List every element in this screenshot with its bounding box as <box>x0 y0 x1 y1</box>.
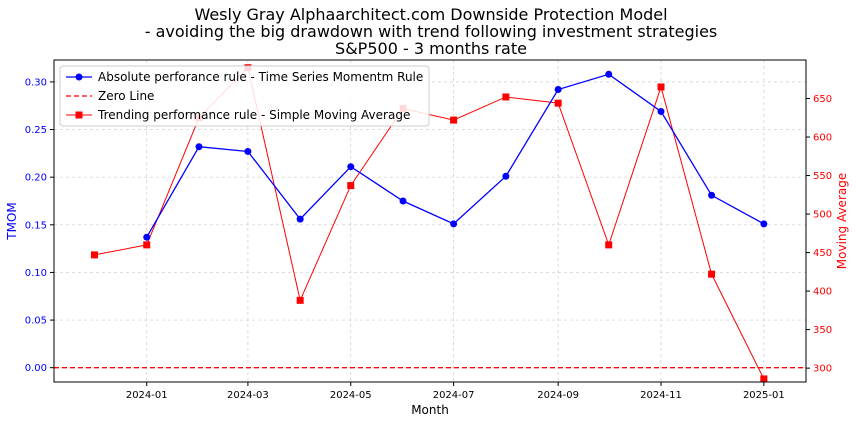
legend-label-sma: Trending performance rule - Simple Movin… <box>97 108 410 122</box>
tmom-point <box>450 220 458 228</box>
legend-label-tmom: Absolute perforance rule - Time Series M… <box>98 70 423 84</box>
sma-point <box>554 99 562 107</box>
y-right-tick-label: 400 <box>813 287 832 298</box>
plot-frame <box>53 59 807 383</box>
sma-point <box>296 296 304 304</box>
tmom-point <box>399 197 407 205</box>
y-right-tick-label: 600 <box>813 133 832 144</box>
title-line-1: Wesly Gray Alphaarchitect.com Downside P… <box>194 5 667 24</box>
y-axis-right-label: Moving Average <box>835 173 849 269</box>
x-axis-label: Month <box>411 403 449 417</box>
tmom-point <box>605 70 613 78</box>
x-tick-label: 2024-05 <box>330 390 372 401</box>
x-tick-label: 2024-01 <box>126 390 168 401</box>
x-tick-label: 2024-09 <box>537 390 579 401</box>
series-tmom <box>143 70 768 241</box>
y-axis-left-label: TMOM <box>5 202 19 240</box>
tmom-point <box>244 147 252 155</box>
tmom-point <box>296 215 304 223</box>
tmom-point <box>195 143 203 151</box>
x-axis: 2024-01 2024-03 2024-05 2024-07 2024-09 2024-… <box>126 382 785 401</box>
x-tick-label: 2024-11 <box>640 390 682 401</box>
y-right-tick-label: 450 <box>813 248 832 259</box>
x-tick-label: 2025-01 <box>743 390 785 401</box>
sma-point <box>657 83 665 91</box>
y-left-tick-label: 0.25 <box>25 125 47 136</box>
y-right-tick-label: 300 <box>813 364 832 375</box>
legend-box <box>59 65 430 127</box>
y-left-tick-label: 0.10 <box>25 268 47 279</box>
title-line-3: S&P500 - 3 months rate <box>335 39 527 58</box>
y-axis-left: 0.00 0.05 0.10 0.15 0.20 0.25 0.30 <box>25 77 54 374</box>
tmom-point <box>347 163 355 171</box>
tmom-point <box>708 191 716 199</box>
sma-point <box>347 182 355 190</box>
title-line-2: - avoiding the big drawdown with trend f… <box>145 22 718 41</box>
sma-point <box>502 93 510 101</box>
sma-point <box>90 251 98 259</box>
y-left-tick-label: 0.15 <box>25 220 47 231</box>
y-left-tick-label: 0.20 <box>25 173 47 184</box>
y-left-tick-label: 0.00 <box>25 363 47 374</box>
sma-point <box>708 270 716 278</box>
tmom-point <box>143 233 151 241</box>
sma-point <box>760 375 768 383</box>
legend-marker-tmom <box>75 73 83 81</box>
tmom-point <box>502 172 510 180</box>
legend: Absolute perforance rule - Time Series M… <box>59 65 430 127</box>
tmom-point <box>554 86 562 94</box>
y-right-tick-label: 500 <box>813 210 832 221</box>
y-left-tick-label: 0.30 <box>25 77 47 88</box>
tmom-point <box>760 220 768 228</box>
legend-marker-sma <box>75 111 83 119</box>
y-axis-right: 300 350 400 450 500 550 600 650 <box>806 94 832 375</box>
y-left-tick-label: 0.05 <box>25 316 47 327</box>
y-right-tick-label: 650 <box>813 94 832 105</box>
y-right-tick-label: 550 <box>813 171 832 182</box>
sma-point <box>450 116 458 124</box>
sma-point <box>143 241 151 249</box>
tmom-point <box>657 107 665 115</box>
y-right-tick-label: 350 <box>813 325 832 336</box>
x-tick-label: 2024-07 <box>433 390 475 401</box>
sma-point <box>605 241 613 249</box>
x-tick-label: 2024-03 <box>227 390 269 401</box>
chart-title: Wesly Gray Alphaarchitect.com Downside P… <box>145 5 718 58</box>
legend-label-zero-line: Zero Line <box>98 89 154 103</box>
